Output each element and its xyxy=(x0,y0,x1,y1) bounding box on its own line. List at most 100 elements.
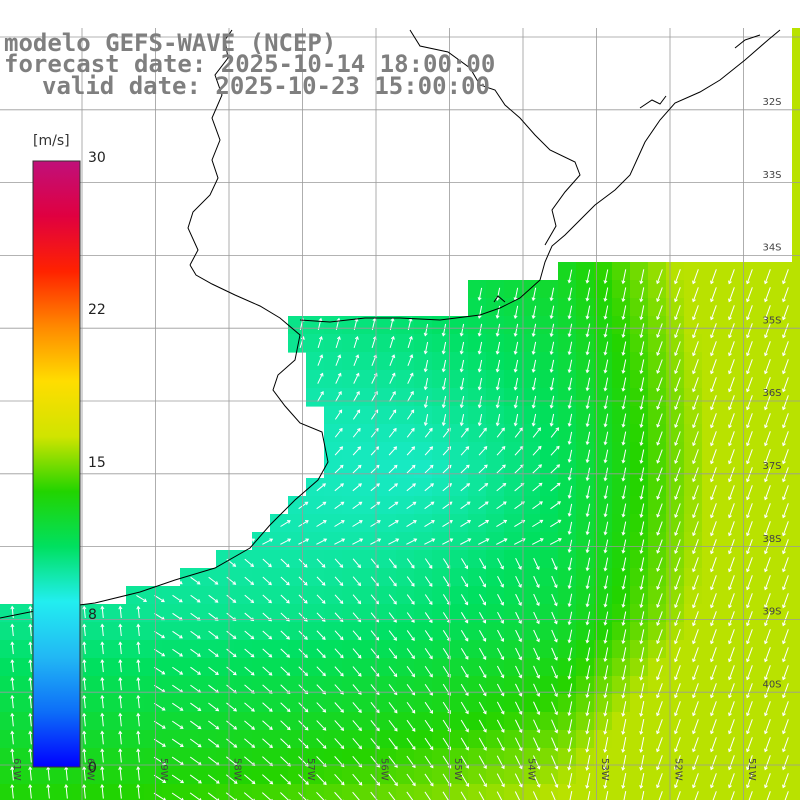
wind-vector xyxy=(640,629,645,644)
wind-speed-cell xyxy=(90,730,109,749)
wind-speed-cell xyxy=(702,298,721,317)
wind-speed-cell xyxy=(234,676,253,695)
wind-vector xyxy=(551,665,558,679)
wind-vector xyxy=(460,413,465,426)
wind-speed-cell xyxy=(756,622,775,641)
wind-vector xyxy=(119,749,122,763)
wind-speed-cell xyxy=(324,532,343,551)
wind-vector xyxy=(604,341,609,355)
wind-speed-cell xyxy=(720,262,739,281)
wind-vector xyxy=(370,576,379,586)
wind-vector-head xyxy=(656,405,661,410)
wind-vector-head xyxy=(710,334,714,339)
wind-vector xyxy=(710,287,717,302)
wind-vector xyxy=(604,323,609,337)
wind-vector xyxy=(604,521,609,535)
wind-speed-cell xyxy=(486,730,505,749)
wind-vector-head xyxy=(411,709,416,714)
wind-speed-cell xyxy=(558,550,577,569)
wind-speed-cell xyxy=(162,784,181,800)
wind-speed-cell xyxy=(162,766,181,785)
wind-vector-head xyxy=(728,676,732,681)
wind-speed-cell xyxy=(360,496,379,515)
wind-vector xyxy=(586,377,591,391)
wind-vector xyxy=(29,642,32,655)
wind-vector xyxy=(532,483,543,492)
wind-vector-head xyxy=(232,617,237,621)
wind-vector xyxy=(764,683,771,698)
wind-vector xyxy=(710,755,717,770)
wind-speed-cell xyxy=(684,388,703,407)
wind-speed-cell xyxy=(594,532,613,551)
wind-vector xyxy=(406,520,417,527)
wind-speed-cell xyxy=(792,136,800,155)
wind-speed-cell xyxy=(576,550,595,569)
wind-speed-cell xyxy=(774,406,793,425)
wind-vector-head xyxy=(692,478,696,483)
wind-vector-head xyxy=(710,550,714,555)
wind-vector xyxy=(551,593,558,606)
wind-speed-cell xyxy=(684,352,703,371)
wind-vector xyxy=(171,774,184,784)
wind-vector-head xyxy=(656,531,661,536)
wind-vector xyxy=(352,666,362,677)
wind-speed-cell xyxy=(558,262,577,281)
colorbar-unit: [m/s] xyxy=(33,133,70,149)
wind-speed-cell xyxy=(0,748,19,767)
wind-vector-head xyxy=(567,494,572,499)
wind-vector-head xyxy=(162,797,166,800)
wind-vector xyxy=(710,395,717,410)
wind-vector-head xyxy=(782,388,786,393)
wind-speed-cell xyxy=(792,100,800,119)
wind-speed-cell xyxy=(702,568,721,587)
wind-vector xyxy=(478,719,487,733)
wind-vector-head xyxy=(728,658,732,663)
wind-vector-head xyxy=(357,636,362,641)
wind-vector-head xyxy=(232,635,237,640)
wind-speed-cell xyxy=(126,748,145,767)
wind-vector xyxy=(746,359,753,374)
wind-vector-head xyxy=(639,676,644,681)
wind-vector xyxy=(442,414,447,426)
wind-vector xyxy=(370,465,380,474)
wind-speed-cell xyxy=(720,388,739,407)
wind-vector-head xyxy=(621,640,626,645)
wind-speed-cell xyxy=(342,640,361,659)
wind-vector-head xyxy=(764,694,768,699)
wind-speed-cell xyxy=(774,334,793,353)
wind-speed-cell xyxy=(414,478,433,497)
wind-speed-cell xyxy=(324,388,343,407)
wind-vector-head xyxy=(477,314,482,319)
wind-speed-cell xyxy=(540,712,559,731)
wind-vector-head xyxy=(674,640,678,645)
wind-vector xyxy=(656,467,663,482)
wind-vector xyxy=(83,695,86,709)
wind-speed-cell xyxy=(306,370,325,389)
wind-vector-head xyxy=(393,673,398,678)
wind-vector xyxy=(190,648,201,657)
wind-vector-head xyxy=(536,584,540,589)
wind-speed-cell xyxy=(666,622,685,641)
wind-vector-head xyxy=(465,427,469,432)
wind-vector-head xyxy=(429,782,434,787)
wind-vector xyxy=(568,737,573,752)
wind-vector xyxy=(746,287,753,302)
wind-speed-cell xyxy=(612,496,631,515)
wind-speed-cell xyxy=(234,748,253,767)
wind-vector xyxy=(692,737,699,752)
wind-vector-head xyxy=(692,442,696,447)
wind-speed-cell xyxy=(666,730,685,749)
wind-vector-head xyxy=(567,297,572,302)
wind-vector xyxy=(137,624,140,637)
wind-vector xyxy=(782,359,789,374)
wind-vector xyxy=(352,702,362,713)
wind-vector xyxy=(29,660,32,673)
wind-speed-cell xyxy=(198,658,217,677)
wind-speed-cell xyxy=(792,460,800,479)
wind-vector xyxy=(424,446,433,456)
wind-vector xyxy=(262,774,273,785)
wind-vector xyxy=(764,737,771,752)
wind-vector-head xyxy=(567,657,572,662)
wind-vector-head xyxy=(782,334,786,339)
wind-speed-cell xyxy=(108,640,127,659)
